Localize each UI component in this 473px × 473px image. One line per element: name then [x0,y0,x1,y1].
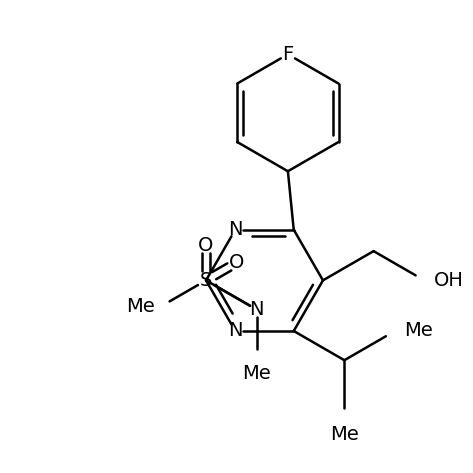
Text: Me: Me [404,322,433,341]
Text: S: S [200,271,212,290]
Text: Me: Me [330,425,359,444]
Text: O: O [198,236,214,255]
Text: O: O [229,254,244,272]
Text: N: N [228,322,243,341]
Text: F: F [282,45,294,64]
Text: Me: Me [126,297,155,316]
Text: OH: OH [434,271,464,290]
Text: Me: Me [242,364,271,383]
Text: N: N [249,300,264,319]
Text: N: N [228,220,243,239]
